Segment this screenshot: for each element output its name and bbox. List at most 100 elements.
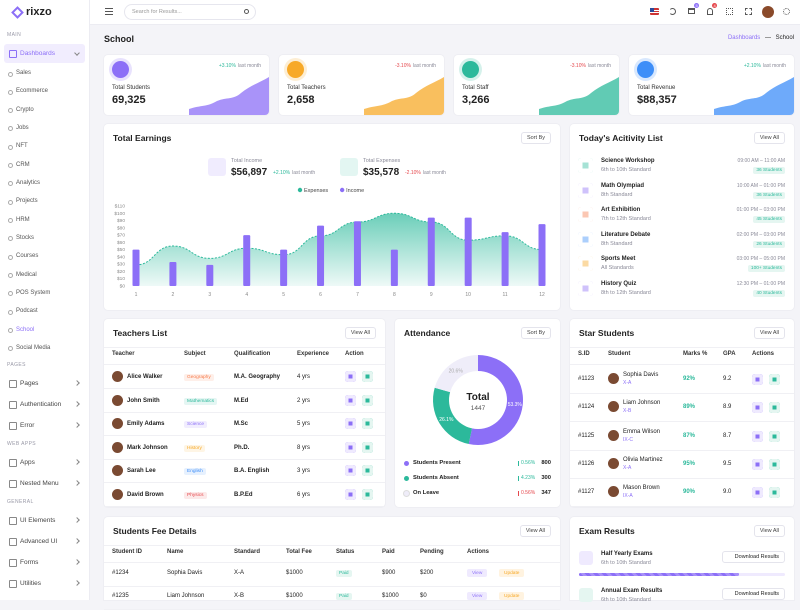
card-button[interactable]: View All bbox=[753, 327, 785, 339]
nav-item[interactable]: Authentication bbox=[4, 395, 85, 414]
sub-nav-item[interactable]: Stocks bbox=[7, 229, 34, 247]
flag-icon[interactable] bbox=[650, 8, 659, 15]
fee-cell: #1234 bbox=[112, 570, 129, 576]
edit-button[interactable] bbox=[752, 402, 763, 414]
sub-nav-item[interactable]: Medical bbox=[8, 266, 37, 284]
edit-button[interactable] bbox=[345, 418, 356, 429]
sub-nav-item[interactable]: CRM bbox=[8, 156, 30, 174]
row-divider bbox=[570, 506, 794, 508]
nav-item[interactable]: Advanced UI bbox=[4, 532, 85, 551]
nav-item[interactable]: Dashboards bbox=[4, 44, 85, 63]
edit-button[interactable] bbox=[752, 430, 763, 442]
activity-subtitle: 8th Standard bbox=[601, 191, 633, 198]
notification-icon[interactable] bbox=[707, 8, 713, 15]
edit-button[interactable] bbox=[345, 371, 356, 382]
search-box[interactable]: Search for Results... bbox=[124, 4, 256, 20]
sub-nav-item[interactable]: POS System bbox=[7, 284, 50, 302]
sub-nav-item[interactable]: Projects bbox=[8, 192, 38, 210]
edit-button[interactable] bbox=[752, 458, 763, 470]
user-avatar[interactable] bbox=[762, 6, 774, 18]
student-id: #1123 bbox=[578, 376, 595, 382]
sub-nav-item[interactable]: Courses bbox=[7, 247, 38, 265]
row-divider bbox=[570, 393, 794, 394]
table-header: Paid bbox=[382, 549, 395, 555]
legend-arrow bbox=[518, 491, 520, 496]
menu-toggle[interactable] bbox=[105, 8, 113, 15]
nav-item[interactable]: Apps bbox=[4, 453, 85, 472]
sparkline-area bbox=[364, 77, 444, 115]
fullscreen-icon[interactable] bbox=[745, 8, 752, 15]
stat-card: +2.10% last month Total Revenue $88,357 bbox=[629, 55, 794, 115]
breadcrumb-link[interactable]: Dashboards bbox=[727, 35, 761, 41]
edit-button[interactable] bbox=[345, 394, 356, 406]
update-button[interactable]: Update bbox=[499, 569, 525, 577]
breadcrumb-current: School bbox=[775, 35, 794, 41]
nav-item[interactable]: UI Elements bbox=[4, 511, 85, 530]
download-button[interactable]: Download Results bbox=[721, 551, 785, 563]
edit-button[interactable] bbox=[345, 441, 356, 453]
cart-icon[interactable] bbox=[688, 8, 695, 14]
sub-nav-item[interactable]: School bbox=[7, 321, 34, 339]
activity-icon bbox=[578, 207, 593, 223]
search-icon bbox=[244, 9, 249, 14]
stat-label: Total Revenue bbox=[637, 85, 676, 91]
bar bbox=[169, 262, 177, 286]
sub-nav-item[interactable]: HRM bbox=[8, 211, 30, 229]
card-button[interactable]: View All bbox=[519, 525, 551, 537]
student-gpa: 8.7 bbox=[723, 432, 732, 439]
nav-item[interactable]: Pages bbox=[4, 374, 85, 393]
sub-nav-item[interactable]: Podcast bbox=[8, 302, 38, 320]
stat-change: -3.10% bbox=[570, 63, 586, 69]
apps-icon[interactable] bbox=[726, 8, 733, 15]
edit-button[interactable] bbox=[345, 465, 356, 476]
sub-nav-item[interactable]: Sales bbox=[7, 64, 31, 82]
edit-button[interactable] bbox=[752, 487, 763, 499]
bar bbox=[317, 225, 325, 286]
x-tick-label: 7 bbox=[356, 292, 359, 298]
card-button[interactable]: View All bbox=[753, 132, 785, 144]
card-button[interactable]: View All bbox=[344, 327, 376, 339]
delete-button[interactable] bbox=[362, 418, 373, 429]
sub-nav-item[interactable]: Crypto bbox=[8, 101, 34, 119]
activity-time: 02:00 PM – 03:00 PM bbox=[736, 231, 785, 238]
edit-button[interactable] bbox=[752, 374, 763, 385]
delete-button[interactable] bbox=[362, 465, 373, 476]
view-button[interactable]: View bbox=[467, 592, 488, 600]
delete-button[interactable] bbox=[769, 374, 780, 385]
section-label: WEB APPS bbox=[7, 441, 37, 448]
update-button[interactable]: Update bbox=[499, 592, 525, 600]
y-tick-label: $100 bbox=[114, 211, 125, 217]
card-button[interactable]: View All bbox=[753, 525, 785, 537]
delete-button[interactable] bbox=[362, 394, 373, 406]
delete-button[interactable] bbox=[769, 487, 780, 499]
nav-item[interactable]: Forms bbox=[4, 553, 85, 572]
theme-toggle[interactable] bbox=[669, 8, 676, 15]
card-button[interactable]: Sort By bbox=[520, 132, 551, 144]
delete-button[interactable] bbox=[769, 402, 780, 414]
activity-students: 40 Students bbox=[753, 290, 785, 297]
card-title: Teachers List bbox=[113, 328, 168, 338]
edit-button[interactable] bbox=[345, 488, 356, 500]
delete-button[interactable] bbox=[769, 430, 780, 442]
card-button[interactable]: Sort By bbox=[520, 327, 551, 339]
header: Search for Results... 5 4 bbox=[90, 0, 800, 25]
sub-nav-item[interactable]: Social Media bbox=[7, 339, 50, 357]
download-button[interactable]: Download Results bbox=[721, 588, 785, 600]
sub-nav-item[interactable]: Ecommerce bbox=[7, 82, 48, 100]
nav-item[interactable]: Nested Menu bbox=[4, 474, 85, 493]
nav-item[interactable]: Utilities bbox=[4, 574, 85, 593]
delete-button[interactable] bbox=[362, 441, 373, 453]
activity-icon bbox=[578, 182, 593, 198]
bar bbox=[464, 217, 472, 286]
settings-icon[interactable] bbox=[783, 8, 790, 15]
delete-button[interactable] bbox=[362, 488, 373, 500]
delete-button[interactable] bbox=[362, 371, 373, 382]
view-button[interactable]: View bbox=[467, 569, 488, 577]
sparkline bbox=[364, 77, 444, 115]
student-class: X-A bbox=[623, 464, 632, 471]
sub-nav-item[interactable]: NFT bbox=[8, 137, 28, 155]
sub-nav-item[interactable]: Jobs bbox=[8, 119, 29, 137]
sub-nav-item[interactable]: Analytics bbox=[7, 174, 40, 192]
delete-button[interactable] bbox=[769, 458, 780, 470]
nav-item[interactable]: Error bbox=[4, 416, 85, 435]
